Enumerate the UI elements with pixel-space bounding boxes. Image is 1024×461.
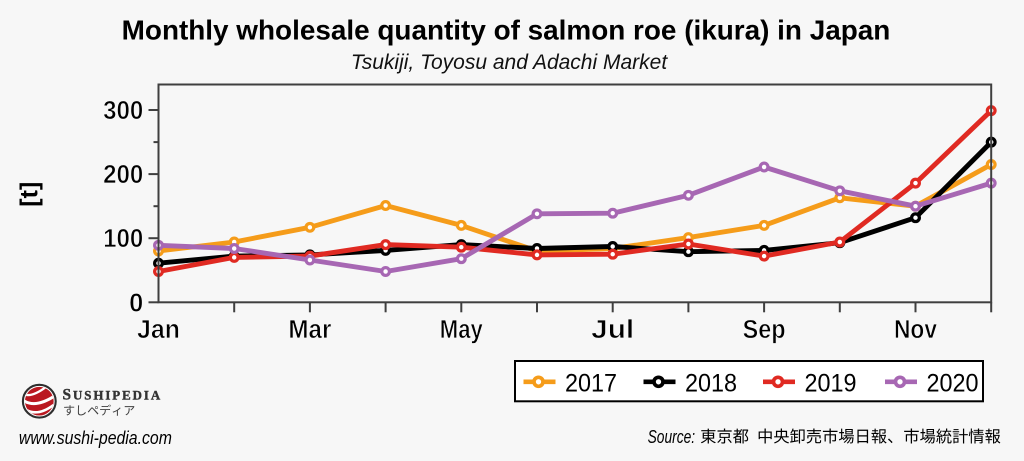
svg-text:2019: 2019 bbox=[805, 371, 857, 398]
svg-text:200: 200 bbox=[103, 161, 143, 189]
svg-text:Nov: Nov bbox=[894, 316, 938, 344]
svg-text:100: 100 bbox=[103, 225, 143, 253]
svg-text:Jan: Jan bbox=[137, 316, 180, 344]
svg-text:Tsukiji, Toyosu and Adachi Mar: Tsukiji, Toyosu and Adachi Market bbox=[351, 51, 668, 74]
svg-text:Jul: Jul bbox=[591, 316, 634, 344]
svg-text:0: 0 bbox=[129, 289, 143, 317]
svg-text:300: 300 bbox=[103, 97, 143, 125]
svg-text:SUSHIPEDIA: SUSHIPEDIA bbox=[63, 386, 163, 403]
svg-text:2018: 2018 bbox=[685, 371, 737, 398]
svg-text:Sep: Sep bbox=[743, 316, 786, 344]
svg-text:2017: 2017 bbox=[565, 371, 617, 398]
svg-text:2020: 2020 bbox=[927, 371, 979, 398]
svg-text:Monthly wholesale quantity of: Monthly wholesale quantity of salmon roe… bbox=[122, 15, 891, 46]
svg-text:Source:: Source: bbox=[648, 427, 696, 447]
svg-text:[t]: [t] bbox=[15, 182, 43, 207]
svg-text:www.sushi-pedia.com: www.sushi-pedia.com bbox=[19, 428, 172, 448]
svg-text:Mar: Mar bbox=[288, 316, 331, 344]
svg-text:May: May bbox=[440, 316, 484, 344]
